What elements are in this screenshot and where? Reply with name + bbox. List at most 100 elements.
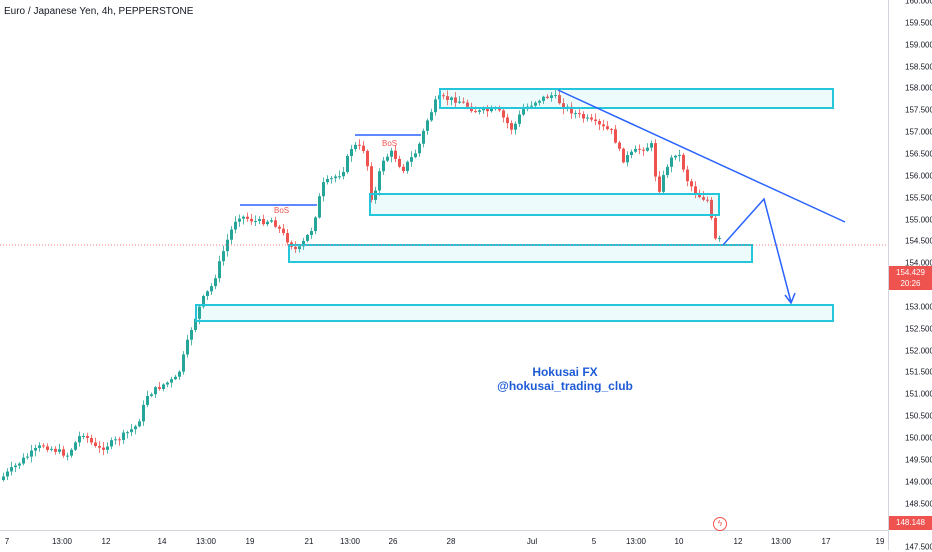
candle-body — [90, 437, 93, 443]
candle-body — [414, 153, 417, 158]
candle-body — [498, 108, 501, 111]
flash-icon[interactable]: ϟ — [713, 517, 727, 531]
chart-title: Euro / Japanese Yen, 4h, PEPPERSTONE — [4, 6, 194, 17]
candle-body — [302, 240, 305, 247]
candle-body — [30, 450, 33, 457]
time-axis-label: 13:00 — [51, 537, 73, 546]
candle-body — [450, 97, 453, 101]
candle-body — [18, 463, 21, 466]
candle-body — [418, 143, 421, 154]
candle-body — [370, 166, 373, 200]
candle-body — [694, 186, 697, 194]
price-axis-label: 151.500 — [905, 367, 932, 377]
candle-body — [454, 97, 457, 103]
candle-body — [158, 387, 161, 389]
candle-body — [282, 228, 285, 234]
candle-body — [570, 106, 573, 114]
price-axis-label: 157.500 — [905, 105, 932, 115]
time-axis-label: 13:00 — [195, 537, 217, 546]
candle-body — [126, 432, 129, 434]
candle-body — [270, 220, 273, 222]
candle-body — [406, 161, 409, 171]
zone-target — [195, 304, 834, 322]
chart-canvas[interactable]: BoS BoS — [0, 0, 888, 530]
candle-body — [262, 219, 265, 225]
price-axis-label: 159.500 — [905, 18, 932, 28]
candle-body — [22, 457, 25, 464]
price-axis-label: 155.500 — [905, 193, 932, 203]
price-axis-label: 150.000 — [905, 433, 932, 443]
time-axis-label: 17 — [821, 537, 831, 546]
candle-body — [350, 149, 353, 157]
candle-body — [398, 158, 401, 167]
projection-arrowhead — [784, 292, 796, 305]
candle-body — [162, 384, 165, 389]
candle-body — [602, 124, 605, 127]
candle-body — [86, 435, 89, 438]
candle-body — [298, 246, 301, 250]
candle-body — [54, 448, 57, 452]
candle-body — [574, 113, 577, 115]
candle-body — [706, 199, 709, 201]
candle-body — [222, 251, 225, 262]
candle-body — [362, 145, 365, 151]
price-axis-label: 158.500 — [905, 62, 932, 72]
candle-body — [458, 101, 461, 103]
candle-body — [614, 129, 617, 143]
price-axis-label: 152.500 — [905, 324, 932, 334]
time-axis-label: Jul — [526, 537, 538, 546]
candle-body — [358, 144, 361, 146]
candle-body — [346, 156, 349, 172]
price-axis-label: 147.500 — [905, 542, 932, 552]
candle-body — [530, 105, 533, 107]
candle-body — [462, 101, 465, 103]
time-axis-label: 12 — [733, 537, 743, 546]
candle-body — [138, 421, 141, 427]
bos-label-2: BoS — [382, 139, 397, 148]
zone-low — [288, 244, 753, 263]
candle-body — [78, 436, 81, 443]
candle-body — [486, 108, 489, 112]
candle-body — [202, 295, 205, 307]
time-axis-label: 13:00 — [770, 537, 792, 546]
price-axis-label: 159.000 — [905, 40, 932, 50]
candle-body — [214, 278, 217, 287]
projection-path — [722, 197, 792, 303]
candle-body — [274, 220, 277, 227]
candle-body — [586, 117, 589, 119]
candle-body — [278, 226, 281, 229]
candle-body — [654, 143, 657, 177]
zone-mid — [369, 193, 720, 216]
price-axis-label: 153.000 — [905, 302, 932, 312]
candle-body — [314, 217, 317, 232]
candle-body — [342, 171, 345, 177]
candle-body — [522, 109, 525, 115]
price-axis-label: 149.000 — [905, 477, 932, 487]
watermark: Hokusai FX @hokusai_trading_club — [480, 365, 650, 393]
candle-body — [422, 130, 425, 144]
candle-body — [482, 108, 485, 111]
countdown-value: 20:26 — [900, 279, 921, 288]
current-price-value: 154.429 — [896, 268, 925, 277]
candle-body — [606, 126, 609, 130]
price-axis-label: 150.500 — [905, 411, 932, 421]
time-axis[interactable]: 7 13:00 12 14 13:00 19 21 13:00 26 28 Jul 5 13:00 10 1… — [0, 530, 888, 551]
candle-body — [638, 148, 641, 150]
price-axis-label: 155.000 — [905, 215, 932, 224]
time-axis-label: 7 — [4, 537, 10, 546]
candle-body — [562, 103, 565, 109]
candle-body — [682, 154, 685, 170]
candle-body — [390, 150, 393, 157]
candle-body — [250, 218, 253, 222]
candle-body — [622, 148, 625, 163]
candle-body — [714, 217, 717, 239]
candle-body — [338, 176, 341, 178]
candle-body — [170, 379, 173, 383]
price-axis-label: 152.000 — [905, 346, 932, 356]
candle-body — [490, 108, 493, 112]
candle-body — [646, 147, 649, 151]
price-axis-label: 157.000 — [905, 127, 932, 137]
candle-body — [366, 150, 369, 167]
candle-body — [218, 261, 221, 279]
candle-body — [150, 394, 153, 396]
